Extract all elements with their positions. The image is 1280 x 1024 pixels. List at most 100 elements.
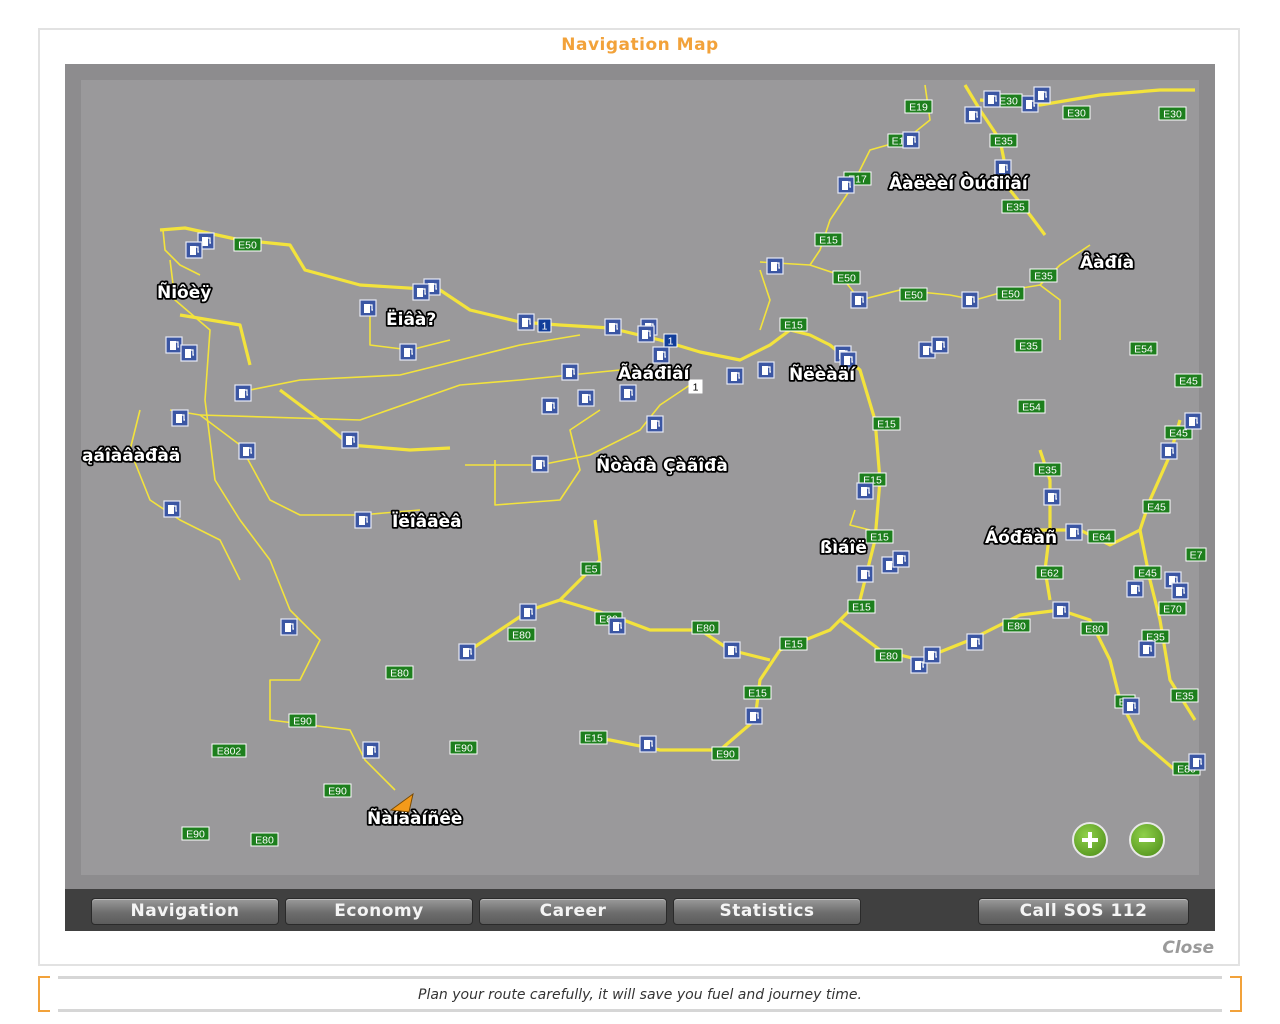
fuel-pump-icon[interactable] [399,343,417,361]
fuel-pump-icon[interactable] [757,361,775,379]
fuel-pump-icon[interactable] [577,389,595,407]
fuel-pump-icon[interactable] [646,415,664,433]
road-label-text: E50 [837,273,856,285]
close-button[interactable]: Close [1162,938,1214,958]
road-shield [1001,199,1030,214]
fuel-pump-icon[interactable] [354,511,372,529]
fuel-pump-icon[interactable] [966,633,984,651]
tip-text: Plan your route carefully, it will save … [418,987,862,1003]
fuel-pump-icon[interactable] [745,707,763,725]
city-label[interactable]: Ñiôèÿ [155,278,213,305]
fuel-pump-icon[interactable] [961,291,979,309]
city-label[interactable]: ßìáîë [818,536,868,560]
fuel-pump-icon[interactable] [238,442,256,460]
road-shield [579,730,608,745]
fuel-pump-icon[interactable] [1160,442,1178,460]
fuel-pump-icon[interactable] [639,735,657,753]
fuel-pump-icon[interactable] [608,617,626,635]
navigation-map[interactable]: E19 E30 E30 E30 E1 E35 E17 E35 E50 E15 E50 E50 E50 E3… [65,64,1215,889]
fuel-pump-icon[interactable] [902,131,920,149]
fuel-pump-icon[interactable] [1065,523,1083,541]
divider [58,976,1222,979]
fuel-pump-icon[interactable] [561,363,579,381]
city-label[interactable]: Áóđãàñ [983,524,1059,550]
fuel-pump-icon[interactable] [517,313,535,331]
tab-statistics[interactable]: Statistics [673,898,861,925]
fuel-pump-icon[interactable] [1184,412,1202,430]
fuel-pump-icon[interactable] [1171,582,1189,600]
fuel-pump-icon[interactable] [185,241,203,259]
fuel-pump-icon[interactable] [1043,488,1061,506]
zoom-out-button[interactable] [1129,822,1165,858]
road-label-text: E90 [328,786,347,798]
fuel-pump-icon[interactable] [856,482,874,500]
city-label[interactable]: Ñàíäàíñêè [365,804,464,831]
fuel-pump-icon[interactable] [171,409,189,427]
city-label[interactable]: Âàëèèí Òúđiîâí [887,170,1030,196]
city-label[interactable]: Ãàáđiâí [616,359,692,386]
fuel-pump-icon[interactable] [837,176,855,194]
fuel-pump-icon[interactable] [910,656,928,674]
fuel-pump-icon[interactable] [923,646,941,664]
road-shield [874,648,903,663]
city-label[interactable]: Ñòàđà Çàãîđà [594,451,729,478]
tab-career[interactable]: Career [479,898,667,925]
fuel-pump-icon[interactable] [964,106,982,124]
fuel-pump-icon[interactable] [541,397,559,415]
road-label-text: E80 [512,630,531,642]
fuel-pump-icon[interactable] [652,346,670,364]
fuel-pump-icon[interactable] [341,431,359,449]
road-shield [1142,499,1171,514]
fuel-pump-icon[interactable] [619,384,637,402]
fuel-pump-icon[interactable] [359,299,377,317]
fuel-pump-icon[interactable] [163,500,181,518]
fuel-pump-icon[interactable] [766,257,784,275]
fuel-pump-icon[interactable] [1126,580,1144,598]
fuel-pump-icon[interactable] [458,643,476,661]
fuel-pump-icon[interactable] [412,283,430,301]
fuel-pump-icon[interactable] [726,367,744,385]
fuel-pump-icon[interactable] [1122,697,1140,715]
fuel-pump-icon[interactable] [604,318,622,336]
city-label[interactable]: Ñëèàäí [787,360,858,387]
minor-road [169,259,396,791]
fuel-pump-icon[interactable] [1188,753,1206,771]
zoom-in-button[interactable] [1072,822,1108,858]
fuel-pump-icon[interactable] [931,336,949,354]
fuel-pump-icon[interactable] [1033,86,1051,104]
fuel-pump-icon[interactable] [723,641,741,659]
fuel-pump-icon[interactable] [531,455,549,473]
fuel-pump-icon[interactable] [362,741,380,759]
fuel-pump-icon[interactable] [1052,601,1070,619]
road-label: 1 [688,379,703,394]
window-title: Navigation Map [561,35,719,55]
road-label: E50 [832,270,861,285]
fuel-pump-icon[interactable] [519,603,537,621]
fuel-pump-icon[interactable] [180,344,198,362]
city-label[interactable]: Ïëîâäèâ [390,508,463,534]
fuel-pump-icon[interactable] [165,336,183,354]
fuel-pump-icon[interactable] [637,325,655,343]
fuel-pump-icon[interactable] [839,351,857,369]
road-label-text: E30 [1067,108,1086,120]
fuel-pump-icon[interactable] [850,291,868,309]
fuel-pump-icon[interactable] [994,159,1012,177]
city-label[interactable]: Ëiâà? [384,306,438,332]
fuel-pump-icon[interactable] [892,550,910,568]
fuel-pump-icon[interactable] [856,565,874,583]
call-sos-button[interactable]: Call SOS 112 [978,898,1189,925]
fuel-pump-icon[interactable] [983,90,1001,108]
road-shield [250,832,279,847]
tab-economy[interactable]: Economy [285,898,473,925]
road-label: E64 [1087,529,1116,544]
fuel-pump-icon[interactable] [280,618,298,636]
fuel-pump-icon[interactable] [1138,640,1156,658]
city-label[interactable]: ąáîàâàđàä [80,444,182,468]
road-label: 1 [537,318,552,333]
road-label-text: E80 [255,835,274,847]
road-label: E15 [814,232,843,247]
tab-navigation[interactable]: Navigation [91,898,279,925]
city-label[interactable]: Âàđíà [1078,249,1136,275]
fuel-pump-icon[interactable] [234,384,252,402]
